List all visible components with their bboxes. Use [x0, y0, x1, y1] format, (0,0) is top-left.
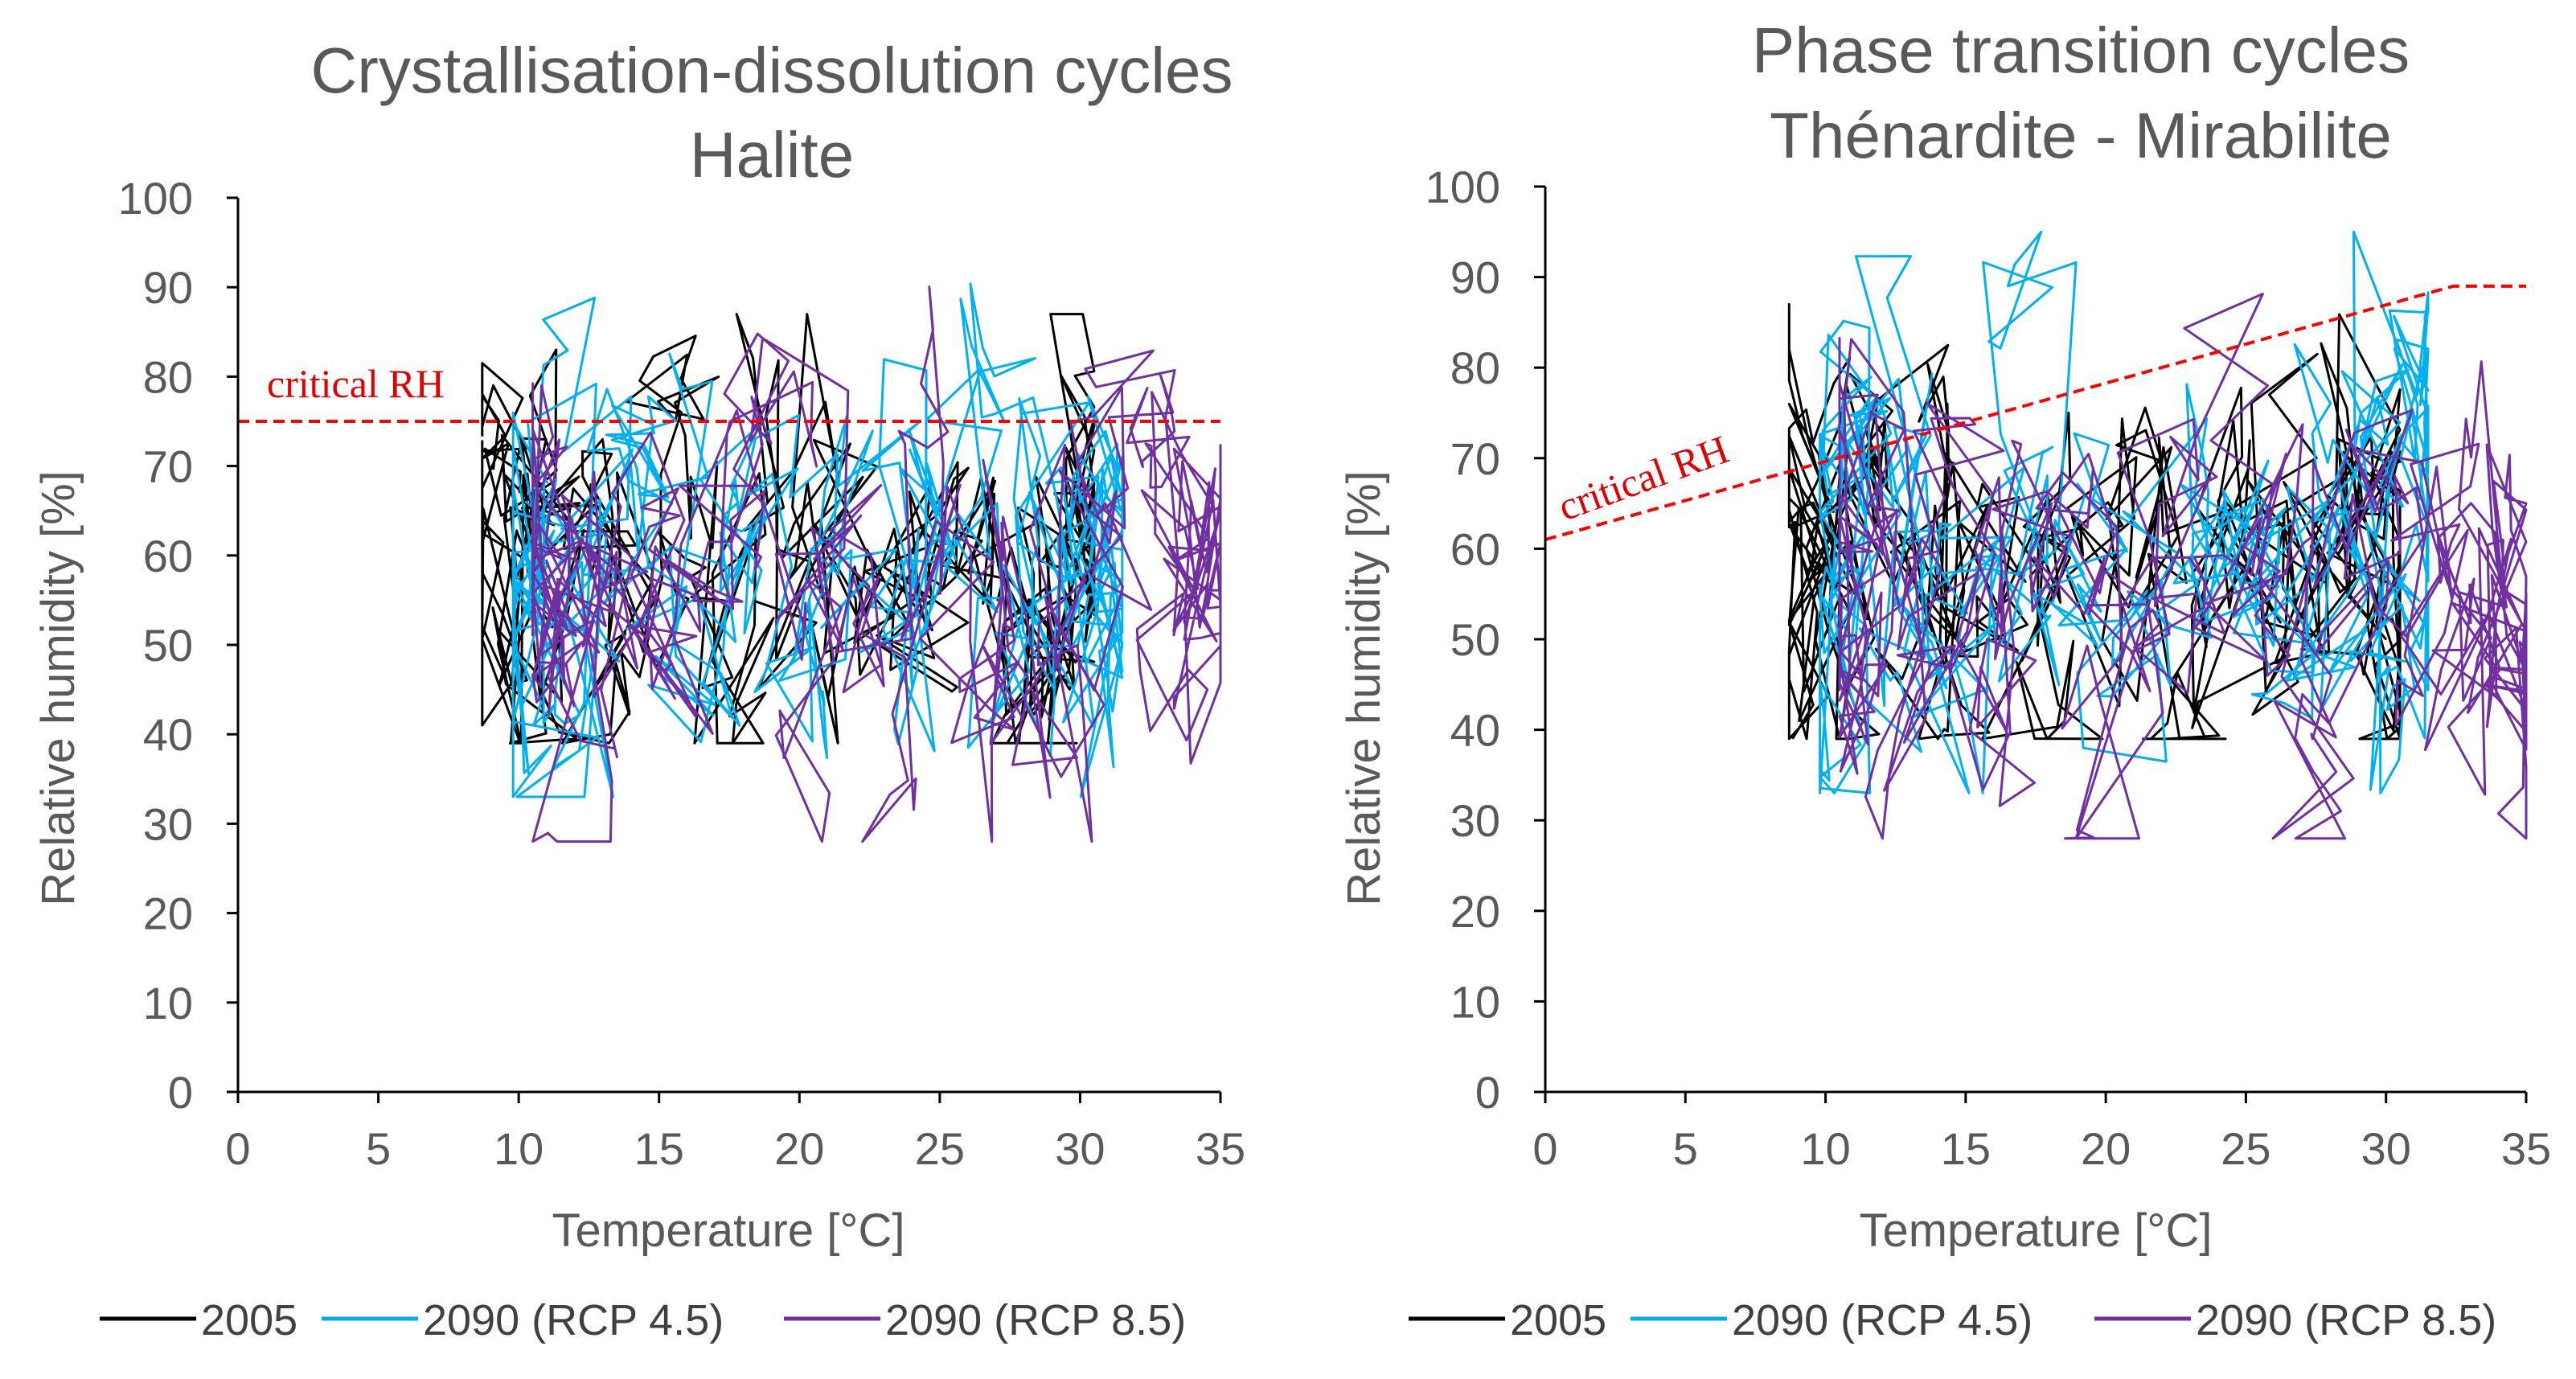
chart-right-x-tick-label: 25	[2221, 1123, 2270, 1174]
chart-right-legend: 2005 2090 (RCP 4.5) 2090 (RCP 8.5)	[1409, 1296, 2496, 1344]
chart-right-legend-label-2005: 2005	[1510, 1296, 1606, 1344]
chart-right-title-line2: Thénardite - Mirabilite	[1770, 100, 2392, 171]
chart-left-x-tick-label: 10	[494, 1123, 544, 1174]
chart-right-title-line1: Phase transition cycles	[1752, 14, 2410, 86]
chart-left-y-tick-label: 70	[143, 441, 193, 492]
chart-right-critical-rh-label: critical RH	[1553, 426, 1735, 529]
chart-left-x-tick-label: 25	[915, 1123, 965, 1174]
chart-left-y-tick-label: 10	[143, 978, 193, 1028]
chart-left-x-tick-label: 35	[1196, 1123, 1245, 1174]
chart-left-series-rcp85	[531, 285, 1222, 843]
chart-left-y-tick-label: 100	[118, 173, 193, 224]
chart-right-y-tick-label: 40	[1450, 705, 1500, 756]
chart-right-x-tick-label: 15	[1941, 1123, 1991, 1174]
chart-left-y-tick-label: 30	[143, 798, 193, 849]
chart-right-legend-label-rcp45: 2090 (RCP 4.5)	[1732, 1296, 2032, 1344]
chart-right-y-tick-label: 80	[1450, 343, 1500, 393]
chart-left-x-tick-label: 20	[774, 1123, 824, 1174]
chart-left-critical-rh-label: critical RH	[267, 361, 445, 406]
chart-right-y-tick-label: 10	[1450, 976, 1500, 1027]
chart-left-y-tick-label: 60	[143, 531, 193, 581]
chart-left: Crystallisation-dissolution cycles Halit…	[32, 35, 1245, 1344]
chart-right-series-rcp85	[1838, 293, 2528, 840]
chart-right-x-tick-label: 20	[2081, 1123, 2131, 1174]
chart-right: Phase transition cycles Thénardite - Mir…	[1338, 14, 2551, 1344]
chart-left-x-tick-label: 30	[1055, 1123, 1105, 1174]
chart-left-x-tick-label: 0	[225, 1123, 250, 1174]
chart-right-y-tick-label: 100	[1425, 162, 1500, 212]
chart-left-title-line2: Halite	[690, 119, 855, 191]
chart-right-y-tick-label: 0	[1475, 1067, 1500, 1118]
chart-right-x-tick-label: 35	[2501, 1123, 2551, 1174]
chart-left-title-line1: Crystallisation-dissolution cycles	[310, 35, 1233, 106]
chart-left-x-tick-label: 5	[366, 1123, 391, 1174]
chart-right-y-tick-label: 90	[1450, 252, 1500, 303]
chart-right-plot-area: 0 10 20 30 40 50 60 70 80 90 100 0 5 10 15 20 25 30 35	[1425, 162, 2552, 1174]
chart-right-x-tick-label: 5	[1673, 1123, 1698, 1174]
chart-right-x-tick-label: 0	[1532, 1123, 1557, 1174]
chart-left-legend-label-rcp45: 2090 (RCP 4.5)	[423, 1296, 724, 1344]
chart-right-x-tick-label: 10	[1800, 1123, 1850, 1174]
chart-left-y-tick-label: 20	[143, 889, 193, 939]
chart-left-legend-label-rcp85: 2090 (RCP 8.5)	[885, 1296, 1186, 1344]
chart-left-plot-area: 0 10 20 30 40 50 60 70 80 90 100 0 5 10 15 20 25 30 35	[118, 173, 1246, 1174]
chart-right-y-tick-label: 20	[1450, 886, 1500, 937]
chart-left-y-axis-label: Relative humidity [%]	[32, 470, 84, 906]
chart-left-y-tick-label: 40	[143, 709, 193, 760]
chart-right-x-axis-label: Temperature [°C]	[1859, 1205, 2212, 1257]
chart-left-legend-label-2005: 2005	[201, 1296, 297, 1344]
chart-left-y-tick-label: 0	[168, 1067, 193, 1118]
chart-right-y-tick-label: 50	[1450, 614, 1500, 665]
chart-right-y-tick-label: 30	[1450, 795, 1500, 846]
chart-left-y-tick-label: 90	[143, 262, 193, 313]
chart-right-y-tick-label: 60	[1450, 523, 1500, 574]
chart-right-y-axis-label: Relative humidity [%]	[1338, 470, 1390, 906]
chart-left-x-tick-label: 15	[634, 1123, 684, 1174]
chart-left-series-rcp45	[511, 282, 1124, 798]
chart-left-y-tick-label: 50	[143, 620, 193, 671]
chart-right-x-tick-label: 30	[2361, 1123, 2411, 1174]
chart-left-y-tick-label: 80	[143, 351, 193, 402]
chart-right-y-tick-label: 70	[1450, 433, 1500, 484]
chart-left-x-axis-label: Temperature [°C]	[552, 1205, 904, 1257]
chart-right-legend-label-rcp85: 2090 (RCP 8.5)	[2196, 1296, 2496, 1344]
chart-left-legend: 2005 2090 (RCP 4.5) 2090 (RCP 8.5)	[100, 1296, 1186, 1344]
chart-right-critical-rh-line	[1544, 284, 2526, 542]
